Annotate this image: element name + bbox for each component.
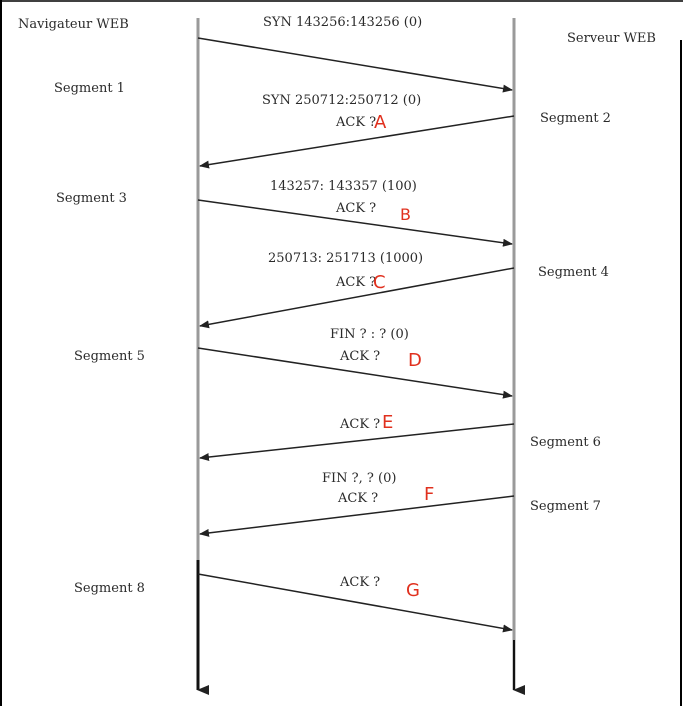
segment-4-seq: 250713: 251713 (1000) [268, 251, 423, 266]
segment-8-ack: ACK ? [339, 575, 380, 590]
client-title: Navigateur WEB [18, 17, 129, 32]
segment-7-ack: ACK ? [337, 491, 378, 506]
segment-7-label: Segment 7 [530, 499, 601, 514]
segment-5-arrow [197, 347, 513, 399]
segment-8-label: Segment 8 [74, 581, 145, 596]
segment-3-answer-letter: B [400, 205, 411, 224]
segment-7-arrow [199, 495, 515, 537]
segment-2-arrow [199, 115, 515, 169]
segment-7-answer-letter: F [424, 484, 434, 505]
segment-3-arrow [197, 199, 513, 247]
segment-7-seq: FIN ?, ? (0) [322, 471, 396, 486]
segment-5-label: Segment 5 [74, 349, 145, 364]
segment-1-arrow [197, 37, 513, 93]
segment-4-answer-letter: C [373, 272, 386, 293]
segment-5-answer-letter: D [408, 350, 422, 371]
segment-1-label: Segment 1 [54, 81, 125, 96]
segment-3-label: Segment 3 [56, 191, 127, 206]
segment-5-ack: ACK ? [339, 349, 380, 364]
segment-8-arrow [197, 573, 513, 633]
segment-6-answer-letter: E [382, 412, 393, 433]
segment-2-ack: ACK ? [335, 115, 376, 130]
segment-3-seq: 143257: 143357 (100) [270, 179, 417, 194]
segment-3-ack: ACK ? [335, 201, 376, 216]
segment-6-label: Segment 6 [530, 435, 601, 450]
segment-2-answer-letter: A [374, 112, 387, 133]
server-title: Serveur WEB [567, 31, 656, 46]
segment-5-seq: FIN ? : ? (0) [330, 327, 409, 342]
segment-4-arrow [199, 267, 515, 329]
segment-6-ack: ACK ? [339, 417, 380, 432]
segment-1-seq: SYN 143256:143256 (0) [263, 15, 422, 30]
segment-2-label: Segment 2 [540, 111, 611, 126]
segment-2-seq: SYN 250712:250712 (0) [262, 93, 421, 108]
segment-8-answer-letter: G [406, 580, 420, 601]
segment-4-label: Segment 4 [538, 265, 609, 280]
segment-6-arrow [199, 423, 515, 462]
segment-4-ack: ACK ? [335, 275, 376, 290]
